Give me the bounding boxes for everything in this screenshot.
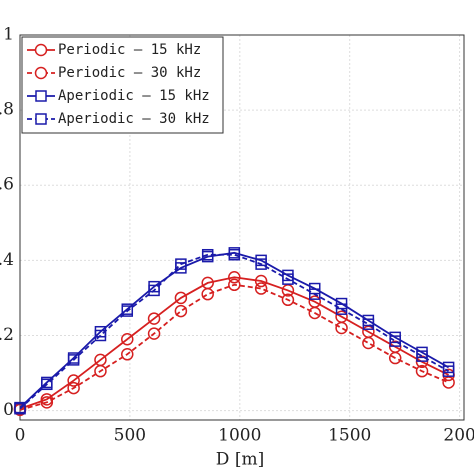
point [388,351,402,365]
point [362,318,375,330]
point [94,329,107,342]
x-tick-label: 500 [114,426,146,446]
point [389,335,401,347]
point [174,291,188,305]
x-tick-label: 1000 [218,426,261,446]
point [281,293,295,307]
y-tick-label: .4 [0,250,14,270]
plot-frame [19,34,465,421]
point [335,303,348,315]
series-line [19,283,449,411]
point [416,350,428,362]
point [335,321,348,335]
legend: Periodic – 15 kHz Periodic – 30 kHz Aperio… [21,36,224,134]
point [67,374,80,387]
y-tick-label: .2 [0,325,14,345]
point [228,248,241,261]
point [175,258,187,270]
legend-label: Aperiodic – 15 kHz [58,88,210,104]
point [40,396,54,409]
series-line [19,276,450,410]
y-tick-label: .8 [0,100,14,120]
point [281,284,295,297]
point [121,332,134,346]
point [201,287,214,301]
point [415,364,429,378]
point [148,284,160,297]
series-line [19,251,450,409]
point [67,354,80,366]
legend-label: Periodic – 15 kHz [58,42,201,58]
y-tick-label: 0 [3,400,14,420]
legend-label: Aperiodic – 30 kHz [58,111,210,127]
point [121,305,134,317]
point [309,288,321,300]
x-tick-label: 0 [15,426,26,446]
point [254,282,268,295]
legend-marker [35,90,47,102]
point [201,248,214,261]
x-tick-label: 1500 [328,426,371,446]
point [282,273,294,285]
point [174,304,188,318]
y-tick-label: 1 [3,25,14,45]
point [94,364,107,378]
point [442,365,455,377]
point [362,336,375,350]
point [147,327,161,340]
x-tick-label: 200 [443,426,474,446]
y-tick-label: .6 [0,175,14,195]
point [121,348,134,361]
point [67,381,80,395]
x-axis-label: D [m] [216,450,264,470]
legend-box [21,36,224,134]
point [255,258,267,270]
point [228,271,241,284]
point [442,376,455,389]
legend-label: Periodic – 30 kHz [58,65,201,81]
point [308,306,322,320]
point [41,378,53,391]
point [14,402,26,415]
legend-marker [34,66,48,80]
legend-marker [35,113,47,125]
series-line [19,253,450,410]
point [254,274,268,288]
point [228,278,241,292]
point [147,312,161,325]
legend-marker [34,43,48,57]
